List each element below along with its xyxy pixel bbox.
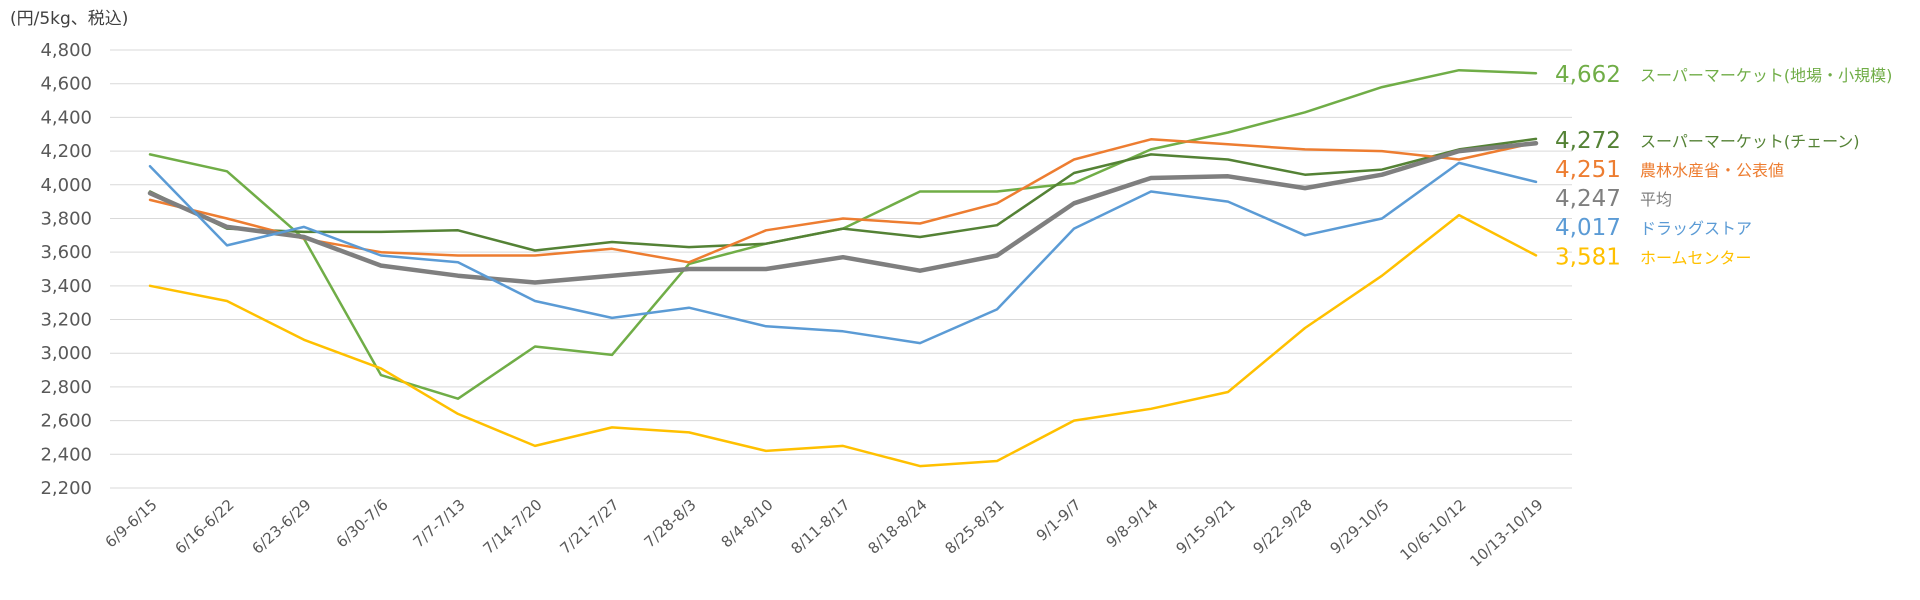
grid-lines	[110, 49, 1572, 489]
y-tick-label: 3,200	[40, 310, 92, 331]
series-line-1	[148, 137, 1538, 252]
end-value-label: 4,017	[1555, 215, 1621, 241]
end-labels: 4,662 スーパーマーケット(地場・小規模) 4,272 スーパーマーケット(チェー…	[1555, 62, 1892, 270]
y-tick-label: 2,800	[40, 377, 92, 398]
x-tick-label: 6/16-6/22	[172, 496, 238, 558]
series-line-2	[148, 138, 1538, 264]
series-name-label: スーパーマーケット(チェーン)	[1640, 132, 1860, 151]
series-name-label: ホームセンター	[1640, 248, 1752, 267]
y-tick-label: 4,000	[40, 175, 92, 196]
series-line-0	[148, 68, 1538, 400]
end-value-label: 4,272	[1555, 128, 1621, 154]
x-axis: 6/9-6/15 6/16-6/22 6/23-6/29 6/30-7/6 7/7-7/…	[102, 496, 1547, 571]
end-value-label: 4,251	[1555, 157, 1621, 183]
series-name-label: 平均	[1640, 190, 1672, 209]
unit-label: (円/5kg、税込)	[10, 9, 129, 29]
x-tick-label: 9/22-9/28	[1250, 496, 1316, 558]
series-name-label: スーパーマーケット(地場・小規模)	[1640, 66, 1892, 85]
y-tick-label: 3,000	[40, 343, 92, 364]
x-tick-label: 8/18-8/24	[865, 496, 931, 558]
y-axis: 2,200 2,400 2,600 2,800 3,000 3,200 3,400 3,600…	[40, 40, 92, 499]
x-tick-label: 10/6-10/12	[1396, 496, 1469, 564]
x-tick-label: 6/9-6/15	[102, 496, 161, 552]
series-line-3	[147, 140, 1539, 285]
y-tick-label: 4,800	[40, 40, 92, 61]
y-tick-label: 3,600	[40, 242, 92, 263]
y-tick-label: 4,600	[40, 74, 92, 95]
y-tick-label: 2,400	[40, 444, 92, 465]
y-tick-label: 4,400	[40, 107, 92, 128]
y-tick-label: 3,800	[40, 208, 92, 229]
series-line-5	[148, 213, 1538, 468]
y-tick-label: 3,400	[40, 276, 92, 297]
series-line-4	[148, 161, 1538, 345]
series-name-label: 農林水産省・公表値	[1640, 161, 1784, 180]
x-tick-label: 7/7-7/13	[410, 496, 469, 552]
end-value-label: 3,581	[1555, 244, 1621, 270]
x-tick-label: 6/23-6/29	[249, 496, 315, 558]
y-tick-label: 4,200	[40, 141, 92, 162]
y-tick-label: 2,200	[40, 478, 92, 499]
x-tick-label: 7/21-7/27	[557, 496, 623, 558]
end-value-label: 4,662	[1555, 62, 1621, 88]
x-tick-label: 7/28-8/3	[641, 496, 700, 552]
x-tick-label: 8/25-8/31	[942, 496, 1008, 558]
series-lines	[147, 68, 1539, 468]
x-tick-label: 9/29-10/5	[1327, 496, 1393, 558]
x-tick-label: 6/30-7/6	[333, 496, 392, 552]
x-tick-label: 9/1-9/7	[1033, 496, 1085, 545]
x-tick-label: 9/15-9/21	[1173, 496, 1239, 558]
x-tick-label: 9/8-9/14	[1103, 496, 1162, 552]
x-tick-label: 8/4-8/10	[718, 496, 777, 552]
x-tick-label: 7/14-7/20	[480, 496, 546, 558]
x-tick-label: 10/13-10/19	[1466, 496, 1546, 571]
end-value-label: 4,247	[1555, 186, 1621, 212]
x-tick-label: 8/11-8/17	[788, 496, 854, 558]
series-name-label: ドラッグストア	[1640, 219, 1752, 238]
y-tick-label: 2,600	[40, 411, 92, 432]
